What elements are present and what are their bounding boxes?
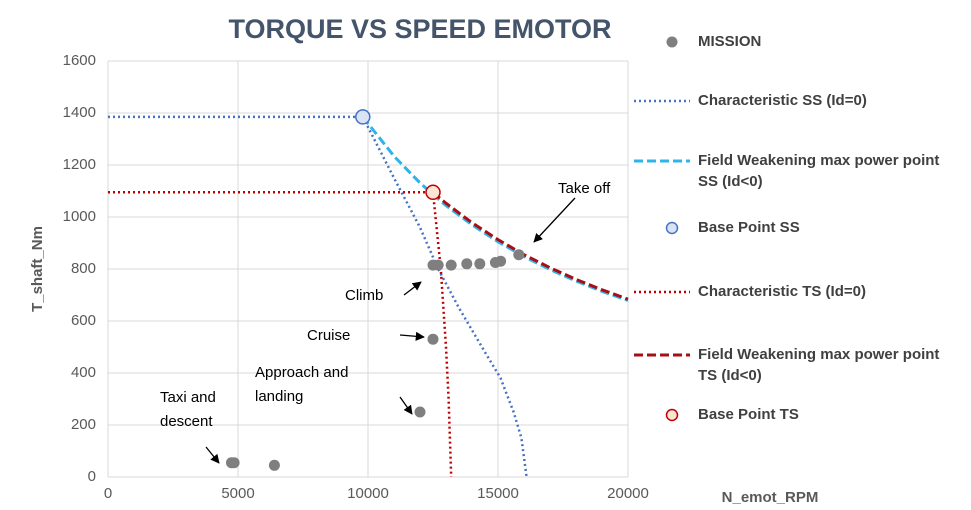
legend-item: Characteristic SS (Id=0) bbox=[632, 90, 967, 111]
x-tick-label: 15000 bbox=[477, 485, 519, 502]
legend-label: Characteristic TS (Id=0) bbox=[698, 283, 866, 300]
arrow bbox=[399, 396, 413, 415]
legend-swatch bbox=[634, 99, 690, 103]
legend-item: MISSION bbox=[632, 31, 967, 52]
legend-marker bbox=[666, 36, 678, 48]
legend-swatch bbox=[665, 408, 679, 422]
series-line bbox=[361, 115, 629, 302]
series-line bbox=[432, 191, 629, 301]
chart-title: TORQUE VS SPEED EMOTOR bbox=[228, 14, 611, 44]
y-axis-label: T_shaft_Nm bbox=[29, 226, 46, 312]
y-tick-label: 600 bbox=[71, 312, 96, 329]
marker bbox=[355, 109, 371, 125]
legend-label: Base Point TS bbox=[698, 406, 799, 423]
marker bbox=[427, 333, 439, 345]
marker bbox=[461, 258, 473, 270]
legend-item: Field Weakening max power point TS (Id<0… bbox=[632, 344, 967, 386]
y-tick-label: 0 bbox=[88, 468, 96, 485]
legend-swatch bbox=[665, 221, 679, 235]
legend-swatch bbox=[666, 36, 678, 48]
legend-label: MISSION bbox=[698, 33, 762, 50]
legend-item: Base Point SS bbox=[632, 217, 967, 238]
marker bbox=[228, 457, 240, 469]
marker bbox=[445, 259, 457, 271]
marker bbox=[495, 255, 507, 267]
legend-swatch bbox=[634, 159, 690, 163]
annotation: landing bbox=[255, 388, 303, 405]
x-tick-label: 20000 bbox=[607, 485, 649, 502]
arrow bbox=[205, 446, 220, 464]
legend-marker bbox=[665, 408, 679, 422]
annotation: descent bbox=[160, 413, 213, 430]
x-tick-label: 5000 bbox=[221, 485, 254, 502]
y-tick-label: 800 bbox=[71, 260, 96, 277]
marker bbox=[414, 406, 426, 418]
annotation: Cruise bbox=[307, 327, 350, 344]
y-tick-label: 200 bbox=[71, 416, 96, 433]
x-tick-label: 0 bbox=[104, 485, 112, 502]
legend-swatch bbox=[634, 353, 690, 357]
legend-label: Base Point SS bbox=[698, 219, 800, 236]
series-line bbox=[108, 191, 453, 478]
legend-marker bbox=[665, 221, 679, 235]
marker bbox=[268, 459, 280, 471]
legend-swatch bbox=[634, 290, 690, 294]
marker bbox=[425, 184, 441, 201]
y-tick-label: 1000 bbox=[63, 208, 96, 225]
legend-item: Field Weakening max power point SS (Id<0… bbox=[632, 150, 967, 192]
annotation: Taxi and bbox=[160, 389, 216, 406]
legend-label: Characteristic SS (Id=0) bbox=[698, 92, 867, 109]
marker bbox=[432, 259, 444, 271]
annotation: Approach and bbox=[255, 364, 348, 381]
y-tick-label: 1200 bbox=[63, 156, 96, 173]
annotation: Take off bbox=[558, 180, 611, 197]
series-line bbox=[108, 115, 528, 478]
y-tick-label: 400 bbox=[71, 364, 96, 381]
x-tick-label: 10000 bbox=[347, 485, 389, 502]
marker bbox=[513, 249, 525, 261]
arrows bbox=[205, 197, 576, 464]
arrow bbox=[403, 281, 422, 296]
marker bbox=[474, 258, 486, 270]
legend-label: Field Weakening max power point SS (Id<0… bbox=[698, 152, 940, 190]
y-tick-label: 1400 bbox=[63, 104, 96, 121]
legend-item: Base Point TS bbox=[632, 404, 967, 425]
arrow bbox=[399, 331, 425, 341]
legend-label: Field Weakening max power point TS (Id<0… bbox=[698, 346, 940, 384]
arrow bbox=[533, 197, 576, 243]
annotation: Climb bbox=[345, 287, 383, 304]
x-axis-label: N_emot_RPM bbox=[722, 489, 819, 506]
grid: 0 200 400 600 800 1000 1200 1400 1600 0 5000 10000 1… bbox=[63, 52, 649, 502]
y-tick-label: 1600 bbox=[63, 52, 96, 69]
legend-item: Characteristic TS (Id=0) bbox=[632, 281, 967, 302]
